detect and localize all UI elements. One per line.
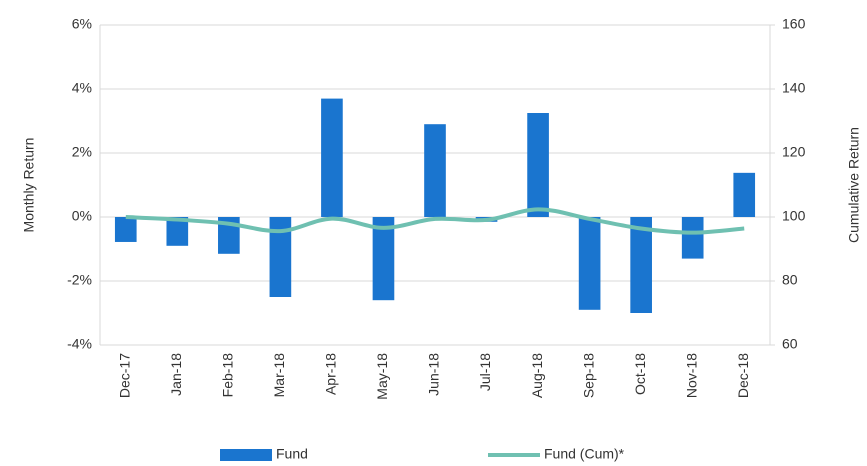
bar [733, 172, 756, 217]
x-tick-label: Jun-18 [426, 353, 442, 396]
y-tick-label: -2% [67, 272, 92, 288]
bar [166, 217, 189, 246]
x-tick-label: Sep-18 [580, 353, 596, 398]
y2-tick-label: 140 [782, 80, 806, 96]
bar [269, 217, 292, 297]
x-tick-label: Dec-18 [735, 353, 751, 398]
x-tick-label: Jul-18 [477, 353, 493, 391]
legend-label: Fund (Cum)* [544, 446, 625, 462]
y-tick-label: 0% [72, 208, 92, 224]
x-tick-label: Oct-18 [632, 353, 648, 395]
y2-tick-label: 80 [782, 272, 798, 288]
bar [527, 113, 549, 217]
x-tick-label: Dec-17 [116, 353, 132, 398]
bar [424, 124, 446, 217]
y2-tick-label: 100 [782, 208, 806, 224]
bar [321, 98, 343, 217]
y-axis-title: Monthly Return [21, 138, 37, 233]
y2-axis-title: Cumulative Return [846, 127, 862, 243]
bar [114, 217, 137, 242]
y-tick-label: -4% [67, 336, 92, 352]
y-tick-label: 2% [72, 144, 92, 160]
bar [681, 217, 704, 259]
y-tick-label: 4% [72, 80, 92, 96]
bar [630, 217, 652, 313]
x-tick-label: Nov-18 [683, 353, 699, 398]
bar [578, 217, 601, 310]
x-tick-label: Apr-18 [323, 353, 339, 395]
x-tick-label: Feb-18 [220, 353, 236, 398]
line [125, 207, 745, 235]
legend-swatch [220, 449, 272, 461]
x-tick-label: Jan-18 [168, 353, 184, 396]
y2-tick-label: 60 [782, 336, 798, 352]
y-tick-label: 6% [72, 16, 92, 32]
x-tick-label: Aug-18 [529, 353, 545, 398]
x-tick-label: Mar-18 [271, 353, 287, 398]
y2-tick-label: 120 [782, 144, 806, 160]
x-tick-label: May-18 [374, 353, 390, 400]
y2-tick-label: 160 [782, 16, 806, 32]
legend-label: Fund [276, 446, 308, 462]
bar [372, 217, 395, 301]
